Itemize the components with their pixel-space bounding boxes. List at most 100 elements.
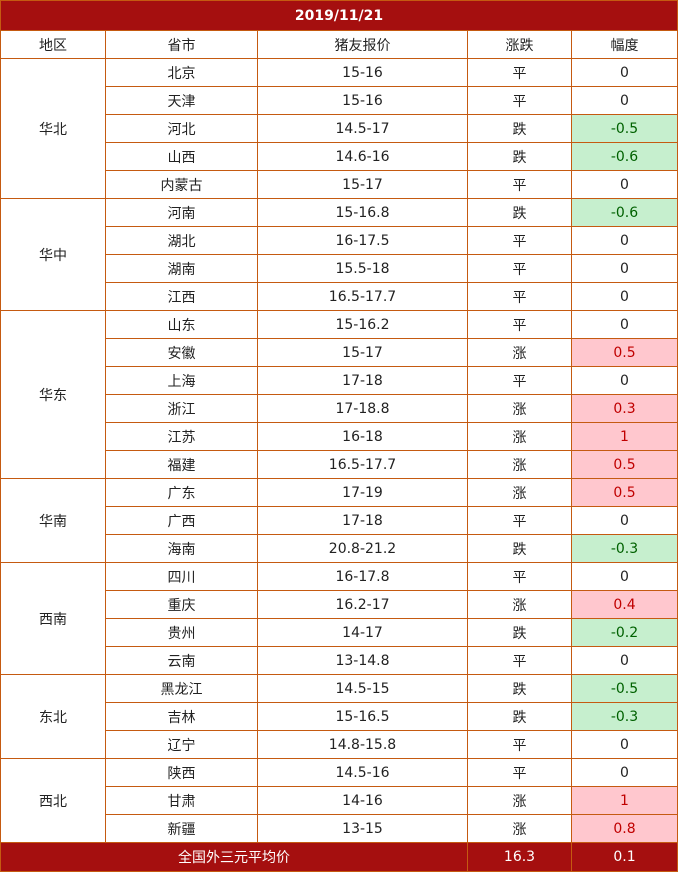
- province-cell: 四川: [105, 562, 258, 591]
- change-cell: 0.5: [570, 338, 678, 367]
- province-cell: 甘肃: [105, 786, 258, 815]
- price-cell: 15.5-18: [257, 254, 468, 283]
- header-change: 幅度: [570, 30, 678, 59]
- price-cell: 17-19: [257, 478, 468, 507]
- province-cell: 山东: [105, 310, 258, 339]
- price-cell: 15-16.5: [257, 702, 468, 731]
- change-cell: 0: [570, 506, 678, 535]
- province-cell: 重庆: [105, 590, 258, 619]
- footer-label: 全国外三元平均价: [0, 842, 468, 872]
- trend-cell: 平: [467, 758, 572, 787]
- change-cell: 0: [570, 226, 678, 255]
- province-cell: 湖南: [105, 254, 258, 283]
- change-cell: -0.2: [570, 618, 678, 647]
- trend-cell: 涨: [467, 450, 572, 479]
- price-cell: 16.2-17: [257, 590, 468, 619]
- province-cell: 海南: [105, 534, 258, 563]
- province-cell: 广西: [105, 506, 258, 535]
- header-province: 省市: [105, 30, 258, 59]
- region-cell: 华中: [0, 198, 106, 311]
- table-row: 新疆 13-15 涨 0.8: [1, 814, 678, 843]
- province-cell: 河北: [105, 114, 258, 143]
- price-cell: 13-14.8: [257, 646, 468, 675]
- table-row: 西北 陕西 14.5-16 平 0: [0, 758, 678, 843]
- table-row: 天津 15-16 平 0: [1, 86, 678, 115]
- province-cell: 江西: [105, 282, 258, 311]
- price-cell: 15-17: [257, 170, 468, 199]
- price-cell: 17-18: [257, 366, 468, 395]
- province-cell: 黑龙江: [105, 674, 258, 703]
- province-cell: 云南: [105, 646, 258, 675]
- change-cell: 0: [570, 170, 678, 199]
- trend-cell: 涨: [467, 338, 572, 367]
- province-cell: 福建: [105, 450, 258, 479]
- province-cell: 山西: [105, 142, 258, 171]
- change-cell: 0.5: [570, 478, 678, 507]
- province-cell: 陕西: [105, 758, 258, 787]
- trend-cell: 跌: [467, 618, 572, 647]
- trend-cell: 涨: [467, 394, 572, 423]
- change-cell: 0: [570, 646, 678, 675]
- table-row: 湖北 16-17.5 平 0: [1, 226, 678, 255]
- price-cell: 16-17.8: [257, 562, 468, 591]
- price-cell: 16.5-17.7: [257, 282, 468, 311]
- change-cell: 0: [570, 282, 678, 311]
- price-cell: 16-17.5: [257, 226, 468, 255]
- province-cell: 湖北: [105, 226, 258, 255]
- price-cell: 14-17: [257, 618, 468, 647]
- province-cell: 北京: [105, 58, 258, 87]
- table-row: 江苏 16-18 涨 1: [1, 422, 678, 451]
- trend-cell: 平: [467, 58, 572, 87]
- change-cell: 0: [570, 254, 678, 283]
- date-title: 2019/11/21: [0, 0, 678, 31]
- trend-cell: 平: [467, 86, 572, 115]
- price-cell: 20.8-21.2: [257, 534, 468, 563]
- province-cell: 吉林: [105, 702, 258, 731]
- price-cell: 14.5-16: [257, 758, 468, 787]
- province-cell: 江苏: [105, 422, 258, 451]
- change-cell: -0.3: [570, 702, 678, 731]
- trend-cell: 跌: [467, 198, 572, 227]
- trend-cell: 平: [467, 730, 572, 759]
- change-cell: -0.5: [570, 114, 678, 143]
- footer-change: 0.1: [570, 842, 678, 872]
- table-row: 吉林 15-16.5 跌 -0.3: [1, 702, 678, 731]
- price-cell: 17-18: [257, 506, 468, 535]
- trend-cell: 平: [467, 226, 572, 255]
- change-cell: -0.5: [570, 674, 678, 703]
- price-cell: 14.8-15.8: [257, 730, 468, 759]
- price-cell: 15-16.2: [257, 310, 468, 339]
- change-cell: 0: [570, 730, 678, 759]
- price-cell: 14-16: [257, 786, 468, 815]
- province-cell: 内蒙古: [105, 170, 258, 199]
- table-row: 华中 河南 15-16.8 跌 -0.6: [0, 198, 678, 311]
- change-cell: 1: [570, 786, 678, 815]
- province-cell: 河南: [105, 198, 258, 227]
- province-cell: 浙江: [105, 394, 258, 423]
- table-row: 海南 20.8-21.2 跌 -0.3: [1, 534, 678, 563]
- header-region: 地区: [0, 30, 106, 59]
- trend-cell: 涨: [467, 814, 572, 843]
- province-cell: 安徽: [105, 338, 258, 367]
- trend-cell: 涨: [467, 786, 572, 815]
- table-row: 辽宁 14.8-15.8 平 0: [1, 730, 678, 759]
- province-cell: 辽宁: [105, 730, 258, 759]
- change-cell: 0: [570, 86, 678, 115]
- table-row: 西南 四川 16-17.8 平 0: [0, 562, 678, 675]
- table-row: 安徽 15-17 涨 0.5: [1, 338, 678, 367]
- trend-cell: 跌: [467, 534, 572, 563]
- trend-cell: 平: [467, 646, 572, 675]
- province-cell: 贵州: [105, 618, 258, 647]
- change-cell: 0.4: [570, 590, 678, 619]
- table-row: 东北 黑龙江 14.5-15 跌 -0.5: [0, 674, 678, 759]
- table-row: 江西 16.5-17.7 平 0: [1, 282, 678, 311]
- change-cell: 0.5: [570, 450, 678, 479]
- trend-cell: 涨: [467, 478, 572, 507]
- trend-cell: 涨: [467, 590, 572, 619]
- trend-cell: 跌: [467, 702, 572, 731]
- province-cell: 天津: [105, 86, 258, 115]
- table-row: 福建 16.5-17.7 涨 0.5: [1, 450, 678, 479]
- region-cell: 西南: [0, 562, 106, 675]
- trend-cell: 平: [467, 254, 572, 283]
